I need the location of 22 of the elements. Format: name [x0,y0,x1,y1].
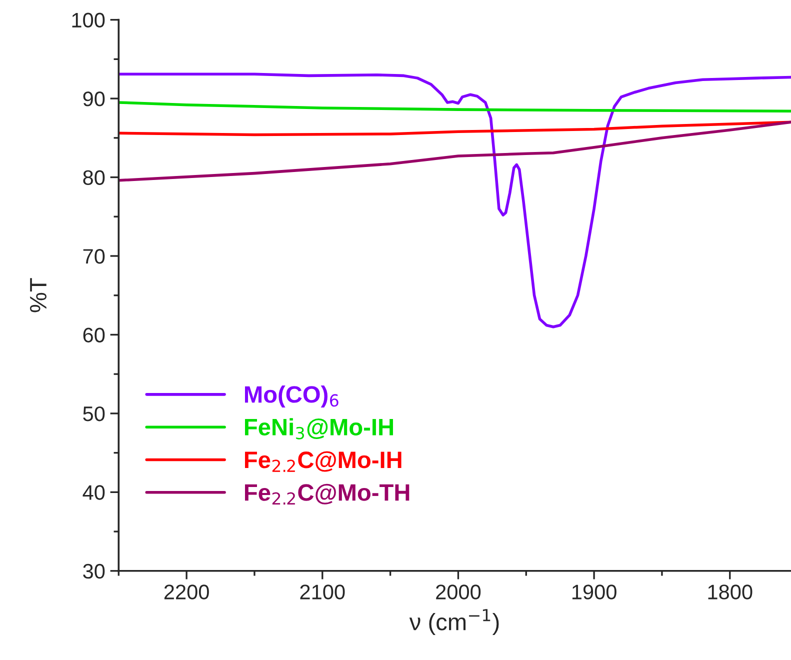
legend-label: FeNi$_{3}$@Mo-IH [245,418,393,440]
y-tick-label: 90 [83,92,105,106]
x-tick-label: 1900 [572,584,616,600]
y-tick-label: 50 [83,406,105,422]
line-series [118,101,791,113]
y-axis-title: %T [30,278,46,312]
y-tick-label: 30 [83,564,105,579]
y-tick-label: 70 [83,248,105,264]
legend-label: Fe$_{2.2}$C@Mo-IH [245,451,402,472]
x-tick-label: 2200 [164,584,209,600]
line-series [118,120,791,182]
y-tick-label: 40 [82,485,105,500]
y-tick-label: 100 [72,12,105,28]
line-series [118,72,791,328]
legend-label: Fe$_{2.2}$C@Mo-TH [245,484,410,505]
x-tick-label: 2000 [436,584,481,600]
x-axis-title: ν (cm$^{−1}$) [409,609,499,636]
y-tick-label: 60 [83,328,105,342]
x-tick-label: 2100 [300,584,345,600]
legend-label: Mo(CO)$_{6}$ [245,385,338,408]
x-tick-label: 1800 [708,584,752,600]
y-tick-label: 80 [83,170,105,186]
